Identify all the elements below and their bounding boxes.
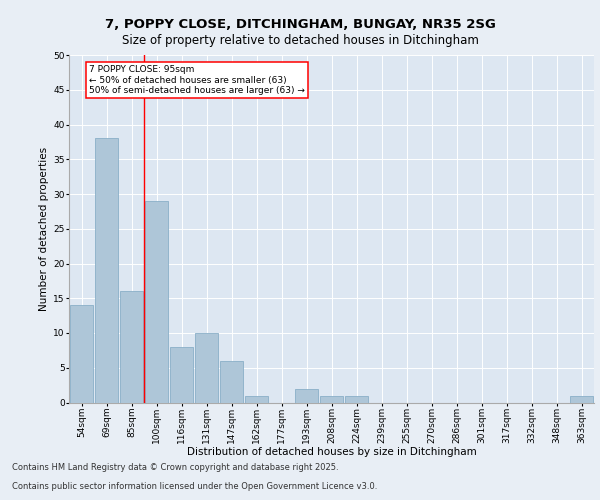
Bar	[145, 201, 168, 402]
Bar	[195, 333, 218, 402]
Text: Contains HM Land Registry data © Crown copyright and database right 2025.: Contains HM Land Registry data © Crown c…	[12, 464, 338, 472]
Bar	[245, 396, 268, 402]
Bar	[570, 396, 593, 402]
Bar	[95, 138, 118, 402]
Bar	[320, 396, 343, 402]
Text: Contains public sector information licensed under the Open Government Licence v3: Contains public sector information licen…	[12, 482, 377, 491]
Text: 7 POPPY CLOSE: 95sqm
← 50% of detached houses are smaller (63)
50% of semi-detac: 7 POPPY CLOSE: 95sqm ← 50% of detached h…	[89, 66, 305, 95]
Bar	[295, 388, 318, 402]
Bar	[120, 292, 143, 403]
Bar	[170, 347, 193, 403]
Bar	[220, 361, 243, 403]
Bar	[345, 396, 368, 402]
Text: Size of property relative to detached houses in Ditchingham: Size of property relative to detached ho…	[122, 34, 478, 47]
Y-axis label: Number of detached properties: Number of detached properties	[39, 146, 49, 311]
Text: 7, POPPY CLOSE, DITCHINGHAM, BUNGAY, NR35 2SG: 7, POPPY CLOSE, DITCHINGHAM, BUNGAY, NR3…	[104, 18, 496, 30]
X-axis label: Distribution of detached houses by size in Ditchingham: Distribution of detached houses by size …	[187, 447, 476, 457]
Bar	[70, 305, 93, 402]
